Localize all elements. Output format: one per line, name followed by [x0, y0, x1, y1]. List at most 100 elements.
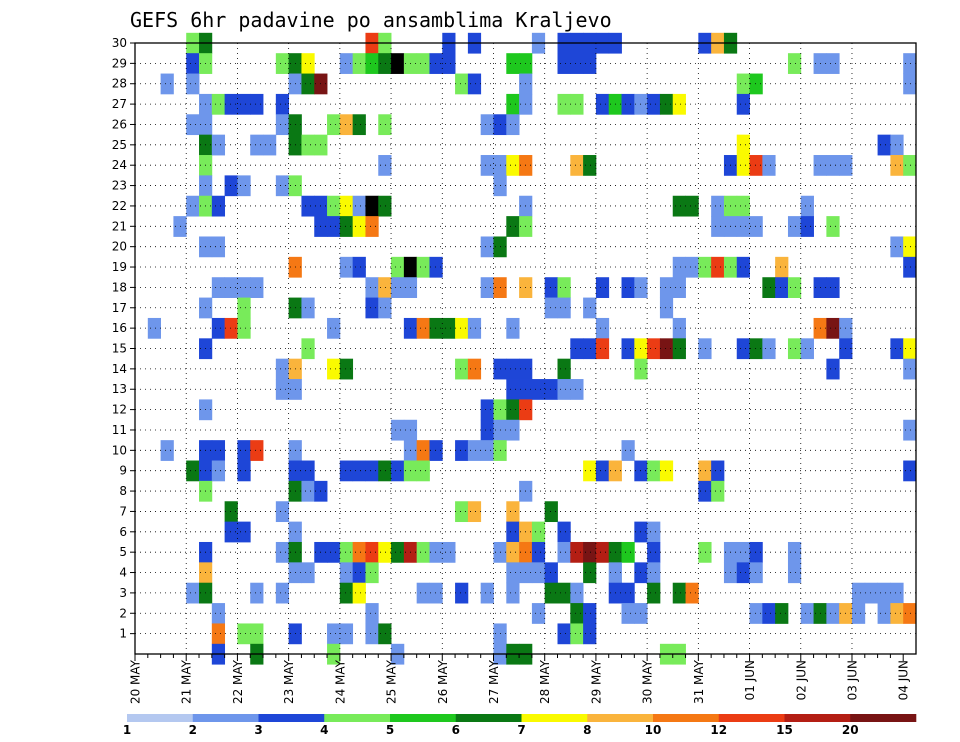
heatmap-cell — [749, 562, 763, 584]
heatmap-cell — [391, 541, 405, 563]
heatmap-cell — [301, 53, 315, 74]
y-tick-label: 17 — [112, 301, 127, 315]
heatmap-cell — [583, 460, 597, 482]
heatmap-cell — [570, 541, 584, 563]
colorbar-swatch — [653, 714, 720, 722]
heatmap-cell — [736, 216, 750, 237]
heatmap-cell — [903, 53, 917, 74]
heatmap-cell — [544, 582, 558, 604]
x-tick-label: 04 JUN — [897, 660, 911, 700]
heatmap-cell — [749, 216, 763, 237]
heatmap-cell — [224, 277, 238, 298]
heatmap-cell — [826, 216, 840, 237]
colorbar-label: 3 — [254, 723, 262, 737]
heatmap-cell — [480, 419, 494, 441]
heatmap-cells — [147, 32, 917, 665]
heatmap-cell — [800, 603, 814, 624]
y-tick-label: 5 — [119, 545, 127, 559]
heatmap-cell — [749, 603, 763, 624]
heatmap-cell — [647, 338, 661, 360]
heatmap-cell — [851, 582, 866, 604]
heatmap-cell — [211, 317, 226, 339]
heatmap-cell — [736, 541, 750, 563]
heatmap-cell — [339, 460, 354, 482]
heatmap-cell — [621, 440, 635, 461]
heatmap-cell — [711, 216, 725, 237]
colorbar-label: 8 — [583, 723, 591, 737]
heatmap-cell — [570, 603, 584, 624]
heatmap-cell — [506, 114, 520, 136]
y-tick-label: 21 — [112, 219, 127, 233]
heatmap-cell — [442, 317, 456, 339]
heatmap-cell — [685, 256, 699, 278]
y-tick-label: 11 — [112, 423, 127, 437]
heatmap-cell — [736, 562, 750, 584]
heatmap-cell — [506, 562, 520, 584]
heatmap-cell — [570, 379, 584, 400]
heatmap-cell — [583, 53, 597, 74]
heatmap-cell — [621, 338, 635, 360]
heatmap-cell — [275, 114, 290, 136]
heatmap-cell — [787, 216, 802, 237]
heatmap-cell — [621, 541, 635, 563]
y-tick-label: 26 — [112, 117, 127, 131]
heatmap-cell — [365, 460, 379, 482]
heatmap-cell — [480, 399, 494, 421]
colorbar-swatch — [784, 714, 851, 722]
heatmap-cell — [800, 195, 814, 217]
heatmap-cell — [365, 277, 379, 298]
heatmap-cell — [352, 216, 366, 237]
heatmap-cell — [365, 603, 379, 624]
heatmap-cell — [211, 277, 226, 298]
heatmap-cell — [378, 460, 392, 482]
x-tick-label: 27 MAY — [487, 659, 501, 704]
heatmap-cell — [352, 256, 366, 278]
heatmap-cell — [506, 419, 520, 441]
heatmap-cell — [903, 460, 917, 482]
x-tick-label: 23 MAY — [282, 659, 296, 704]
heatmap-cell — [301, 297, 315, 319]
heatmap-cell — [275, 501, 290, 523]
heatmap-cell — [391, 419, 405, 441]
heatmap-cell — [391, 460, 405, 482]
heatmap-cell — [339, 623, 354, 645]
heatmap-cell — [570, 582, 584, 604]
y-tick-label: 19 — [112, 260, 127, 274]
heatmap-cell — [455, 73, 469, 95]
colorbar-swatch — [718, 714, 785, 722]
heatmap-cell — [339, 562, 354, 584]
heatmap-cell — [826, 277, 840, 298]
heatmap-cell — [787, 277, 802, 298]
heatmap-cell — [595, 541, 610, 563]
heatmap-cell — [557, 379, 571, 400]
heatmap-cell — [378, 114, 392, 136]
heatmap-cell — [557, 53, 571, 74]
heatmap-cell — [775, 603, 789, 624]
heatmap-cell — [224, 317, 238, 339]
heatmap-cell — [762, 277, 776, 298]
heatmap-cell — [429, 582, 443, 604]
heatmap-cell — [224, 521, 238, 543]
heatmap-cell — [531, 541, 546, 563]
x-tick-label: 30 MAY — [641, 659, 655, 704]
heatmap-cell — [698, 460, 712, 482]
y-tick-label: 24 — [112, 158, 127, 172]
heatmap-cell — [275, 358, 290, 380]
heatmap-cell — [583, 562, 597, 584]
heatmap-cell — [186, 73, 200, 95]
heatmap-cell — [327, 541, 341, 563]
heatmap-cell — [237, 440, 251, 461]
x-axis: 20 MAY 21 MAY 22 MAY 23 MAY 24 MAY 25 MAY 26 M… — [129, 654, 911, 704]
heatmap-cell — [237, 460, 251, 482]
x-tick-label: 02 JUN — [794, 660, 808, 700]
colorbar-swatch — [455, 714, 522, 722]
heatmap-cell — [211, 236, 226, 258]
heatmap-cell — [736, 93, 750, 115]
heatmap-cell — [903, 338, 917, 360]
heatmap-cell — [775, 256, 789, 278]
heatmap-cell — [698, 338, 712, 360]
heatmap-cell — [442, 53, 456, 74]
y-tick-label: 13 — [112, 382, 127, 396]
heatmap-cell — [160, 73, 174, 95]
heatmap-cell — [787, 562, 802, 584]
